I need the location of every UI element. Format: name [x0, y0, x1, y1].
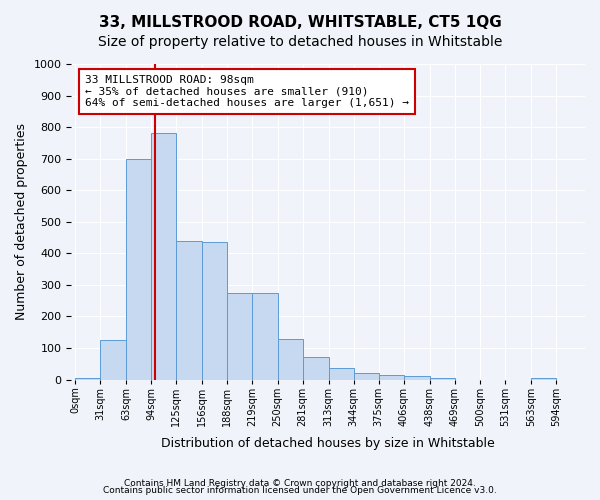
- Bar: [126, 158, 151, 380]
- Text: Contains public sector information licensed under the Open Government Licence v3: Contains public sector information licen…: [103, 486, 497, 495]
- Bar: [76, 378, 100, 380]
- Bar: [253, 293, 278, 380]
- Bar: [202, 242, 227, 380]
- Text: 33 MILLSTROOD ROAD: 98sqm
← 35% of detached houses are smaller (910)
64% of semi: 33 MILLSTROOD ROAD: 98sqm ← 35% of detac…: [85, 75, 409, 108]
- Bar: [278, 338, 302, 380]
- Bar: [379, 375, 404, 380]
- Bar: [176, 240, 202, 380]
- Bar: [151, 134, 176, 380]
- Y-axis label: Number of detached properties: Number of detached properties: [15, 124, 28, 320]
- X-axis label: Distribution of detached houses by size in Whitstable: Distribution of detached houses by size …: [161, 437, 495, 450]
- Bar: [329, 368, 353, 380]
- Bar: [100, 340, 126, 380]
- Bar: [353, 374, 379, 380]
- Bar: [531, 378, 556, 380]
- Bar: [302, 358, 329, 380]
- Text: Size of property relative to detached houses in Whitstable: Size of property relative to detached ho…: [98, 35, 502, 49]
- Bar: [430, 378, 455, 380]
- Text: Contains HM Land Registry data © Crown copyright and database right 2024.: Contains HM Land Registry data © Crown c…: [124, 478, 476, 488]
- Text: 33, MILLSTROOD ROAD, WHITSTABLE, CT5 1QG: 33, MILLSTROOD ROAD, WHITSTABLE, CT5 1QG: [98, 15, 502, 30]
- Bar: [404, 376, 430, 380]
- Bar: [227, 293, 253, 380]
